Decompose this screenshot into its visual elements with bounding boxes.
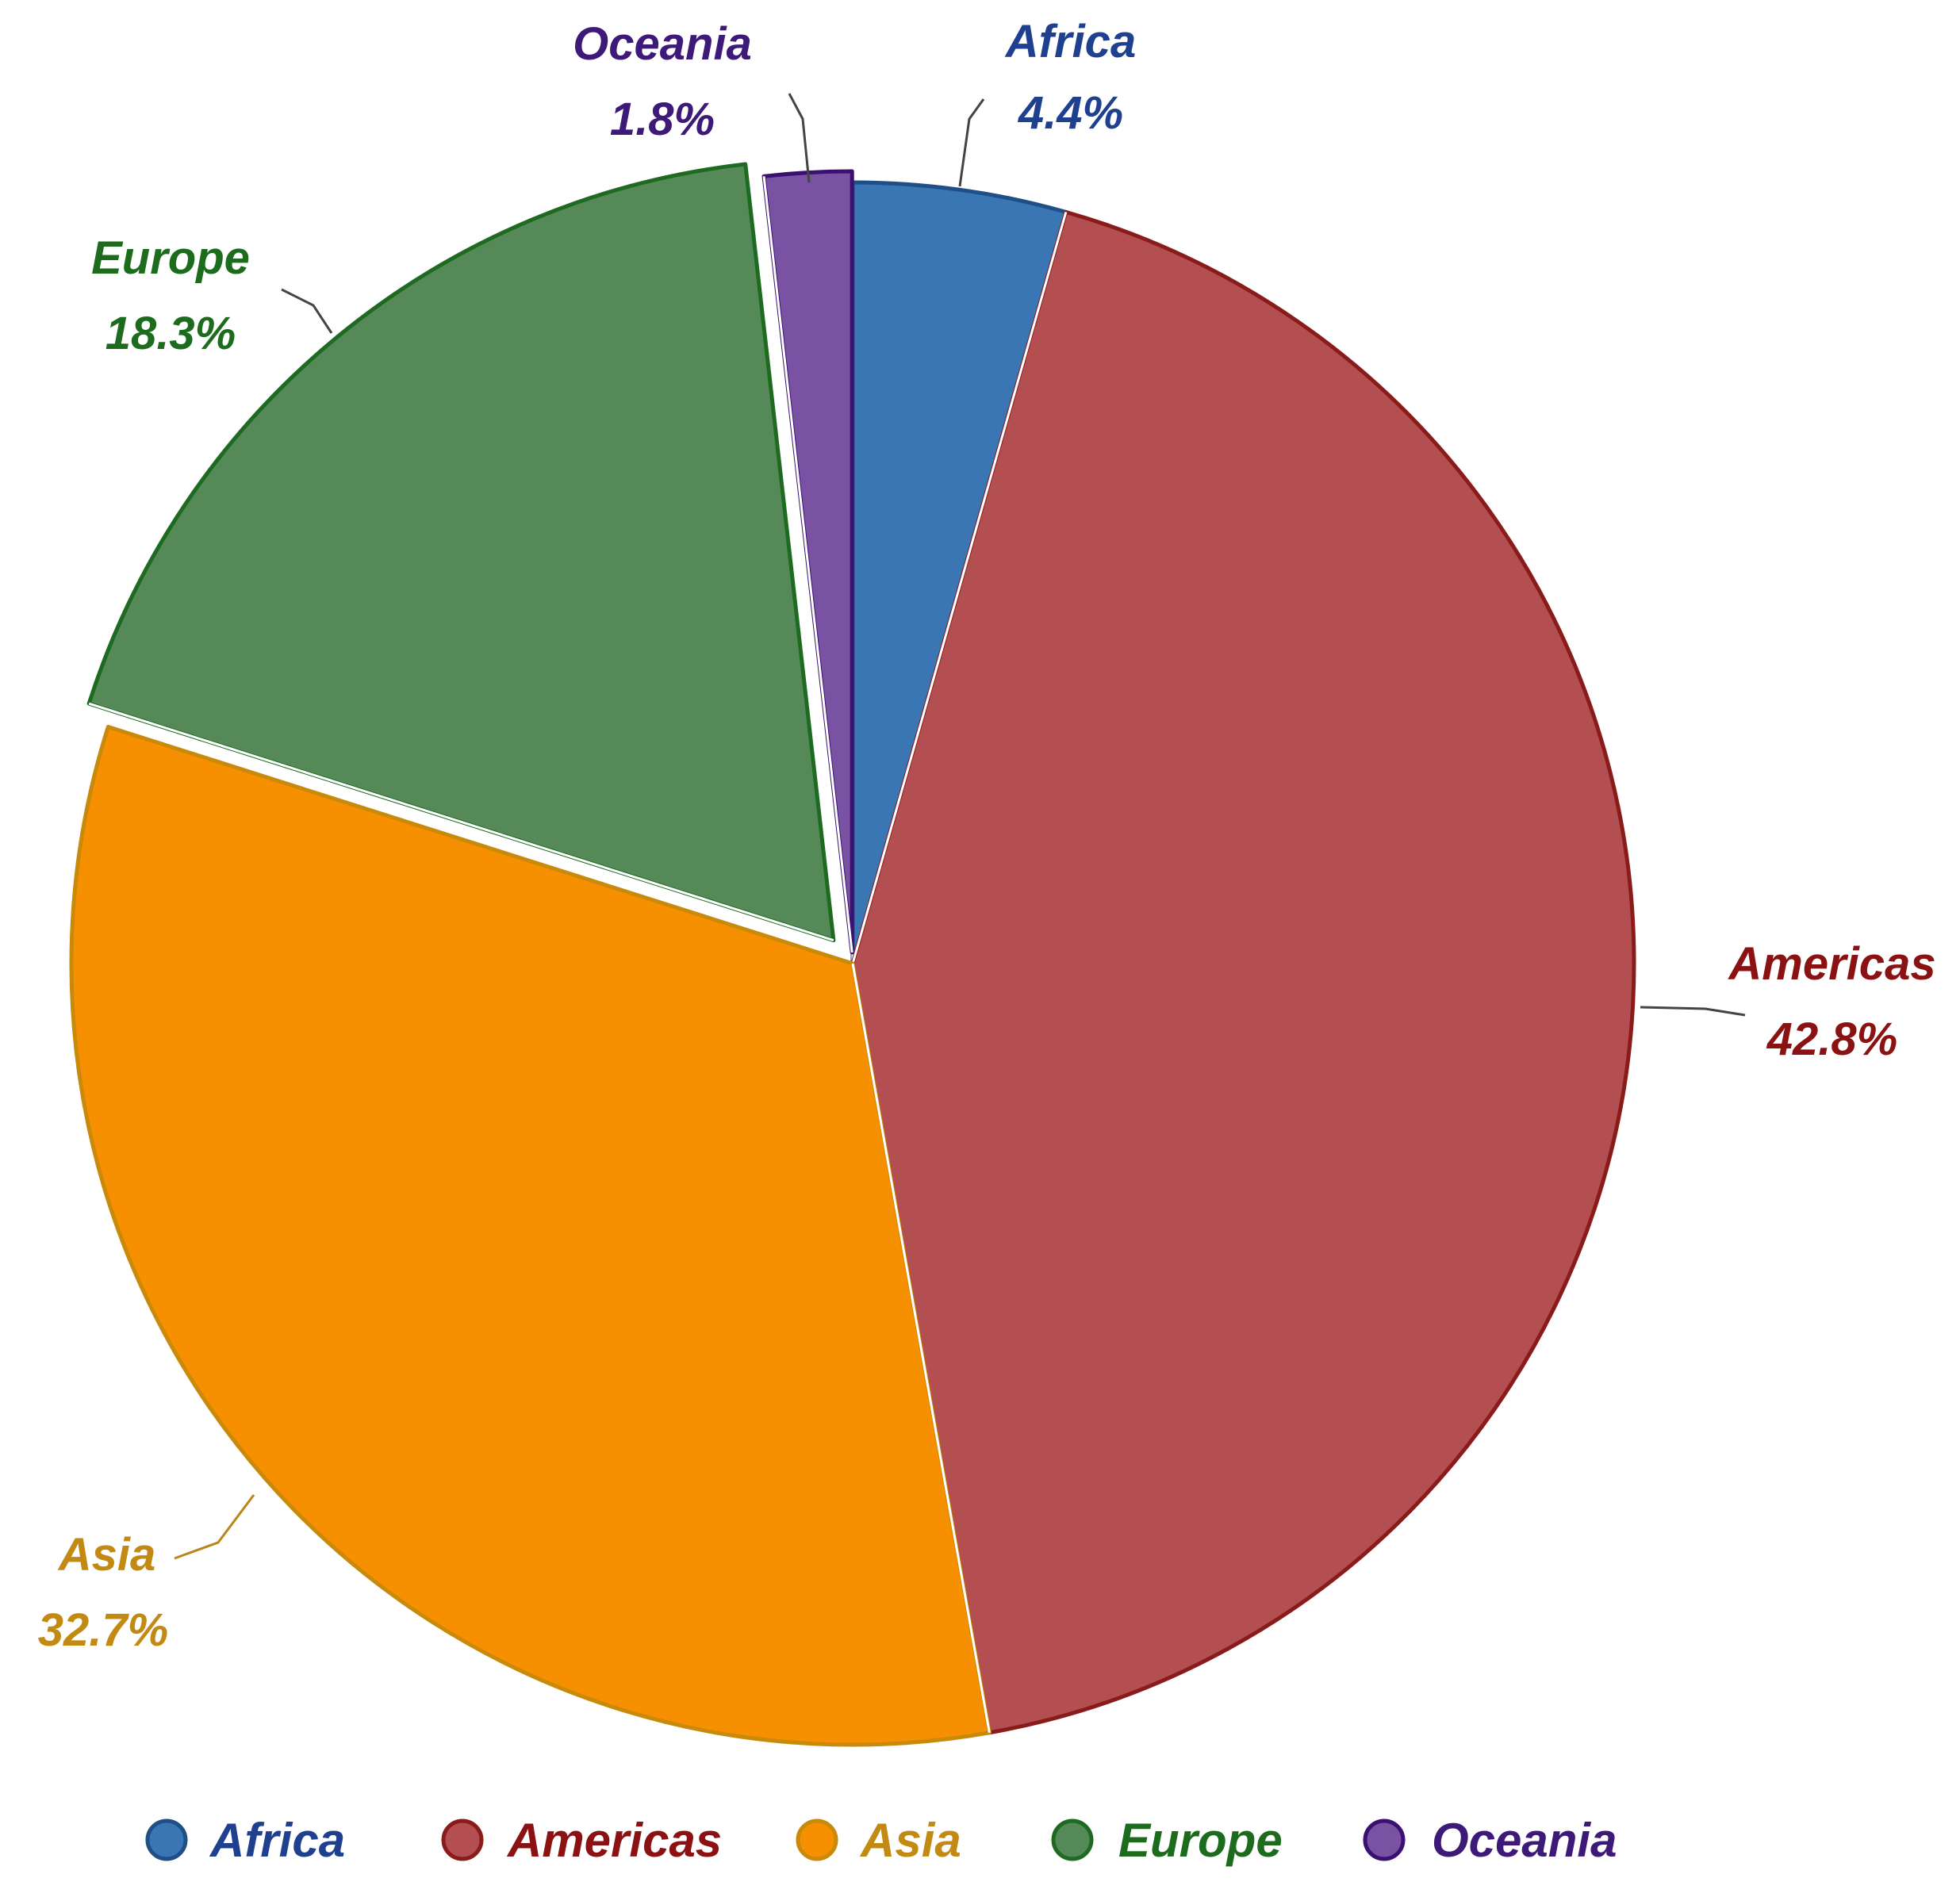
- slice-separator-asia: [851, 963, 991, 1734]
- legend-label-asia: Asia: [859, 1814, 961, 1867]
- legend-marker-asia: [796, 1818, 838, 1861]
- pie-slice-americas: [850, 209, 1636, 1735]
- legend-item-americas: Americas: [441, 1814, 722, 1867]
- pie-slice-asia: [69, 725, 992, 1747]
- legend-item-europe: Europe: [1051, 1814, 1283, 1867]
- legend-marker-americas: [441, 1818, 484, 1861]
- legend-label-oceania: Oceania: [1432, 1814, 1617, 1867]
- leader-line-oceania: [788, 93, 811, 183]
- slice-percent-label-oceania: 1.8%: [610, 94, 715, 145]
- slice-name-label-asia: Asia: [57, 1529, 156, 1581]
- slice-name-label-oceania: Oceania: [573, 18, 752, 70]
- leader-line-africa: [958, 98, 985, 187]
- legend-item-africa: Africa: [145, 1814, 345, 1867]
- legend: Africa Americas Asia Europe Oceania: [145, 1814, 1617, 1867]
- legend-label-europe: Europe: [1118, 1814, 1283, 1867]
- legend-marker-europe: [1051, 1818, 1094, 1861]
- legend-item-oceania: Oceania: [1363, 1814, 1617, 1867]
- legend-marker-africa: [145, 1818, 188, 1861]
- slice-name-label-europe: Europe: [91, 232, 250, 284]
- slice-percent-label-americas: 42.8%: [1766, 1014, 1897, 1065]
- slice-separator-oceania: [762, 176, 853, 953]
- leader-line-asia: [174, 1494, 255, 1560]
- slices-layer: [69, 162, 1636, 1747]
- slice-name-label-americas: Americas: [1727, 938, 1935, 990]
- leader-line-americas: [1640, 1006, 1746, 1017]
- slice-separator-europe: [88, 702, 834, 942]
- slice-percent-label-africa: 4.4%: [1018, 87, 1123, 139]
- legend-label-americas: Americas: [506, 1814, 722, 1867]
- slice-percent-label-europe: 18.3%: [105, 308, 236, 359]
- slice-name-label-africa: Africa: [1004, 16, 1136, 67]
- legend-marker-oceania: [1363, 1818, 1406, 1861]
- leader-lines-layer: [174, 93, 1746, 1560]
- slice-percent-label-asia: 32.7%: [38, 1604, 168, 1656]
- legend-label-africa: Africa: [209, 1814, 345, 1867]
- slice-labels-layer: Africa 4.4% Americas 42.8% Asia 32.7% Europe 18…: [38, 16, 1936, 1656]
- pie-slice-europe: [86, 162, 836, 943]
- pie-slice-africa: [850, 180, 1068, 966]
- leader-line-europe: [281, 288, 333, 334]
- legend-item-asia: Asia: [796, 1814, 961, 1867]
- slice-separator-americas: [851, 211, 1068, 964]
